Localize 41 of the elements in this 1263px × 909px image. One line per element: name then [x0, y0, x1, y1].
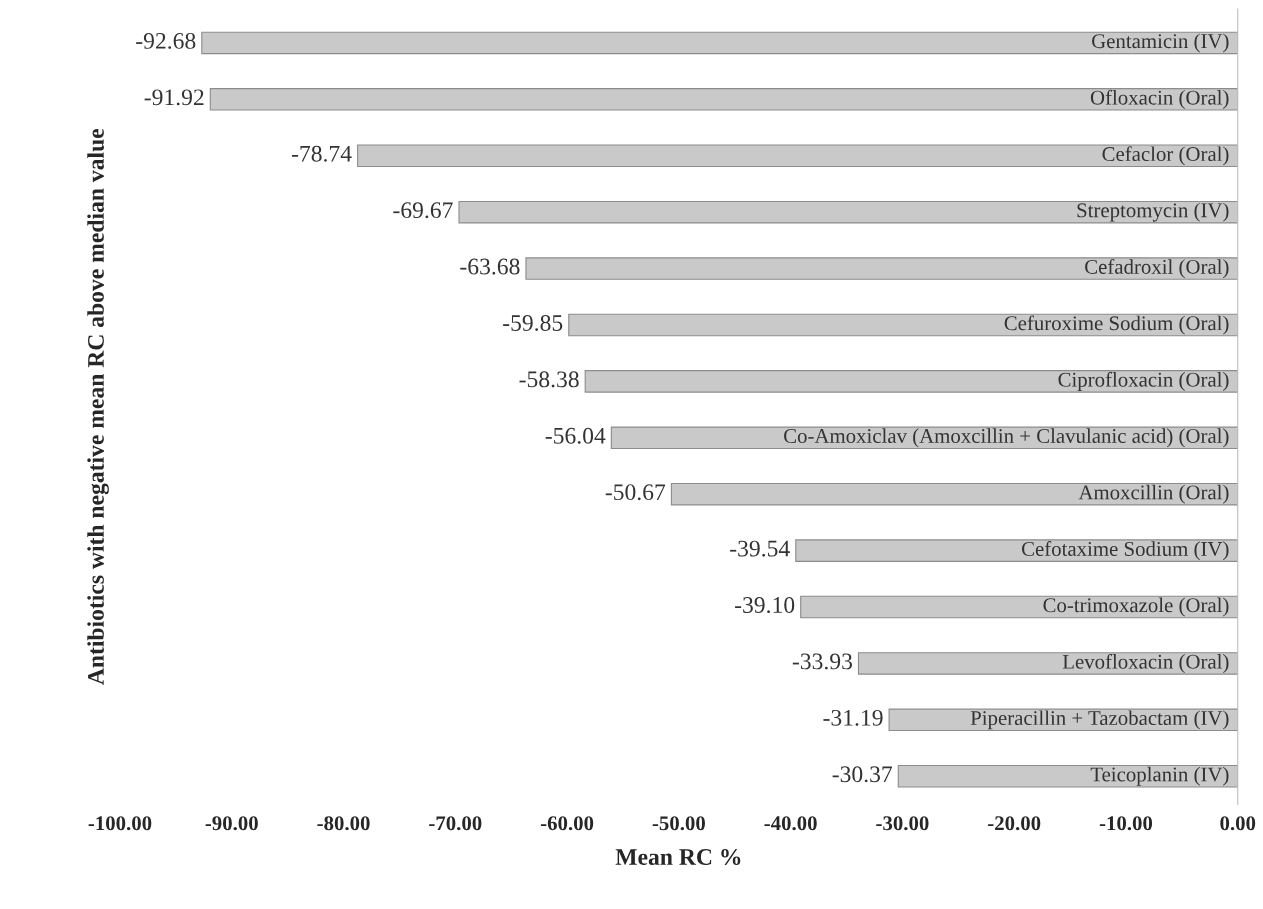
data-label: -78.74 — [291, 145, 352, 162]
y-tick-label: Amoxcillin (Oral) — [1078, 484, 1229, 504]
x-tick-label: -80.00 — [317, 816, 370, 831]
y-tick-label: Streptomycin (IV) — [1077, 202, 1229, 222]
data-label: -63.68 — [460, 258, 520, 275]
data-label: -31.19 — [823, 709, 883, 726]
data-label: -56.04 — [545, 427, 606, 444]
y-tick-label: Co-trimoxazole (Oral) — [1043, 597, 1229, 617]
x-tick-label: -10.00 — [1099, 816, 1153, 831]
x-tick-label: -40.00 — [764, 816, 817, 831]
y-tick-label: Cefadroxil (Oral) — [1085, 259, 1229, 279]
data-label: -30.37 — [832, 766, 893, 783]
x-tick-label: -70.00 — [429, 816, 482, 831]
y-tick-label: Ofloxacin (Oral) — [1090, 89, 1229, 109]
y-tick-label: Gentamicin (IV) — [1092, 33, 1229, 53]
x-tick-label: -50.00 — [652, 816, 705, 831]
y-tick-label: Teicoplanin (IV) — [1090, 766, 1229, 786]
y-tick-label: Cefaclor (Oral) — [1102, 146, 1229, 166]
data-label: -58.38 — [519, 371, 579, 388]
x-tick-label: -20.00 — [988, 816, 1041, 831]
y-axis-title: Antibiotics with negative mean RC above median value — [87, 128, 109, 685]
x-tick-label: -90.00 — [205, 816, 258, 831]
y-tick-label: Cefuroxime Sodium (Oral) — [1004, 315, 1229, 335]
data-label: -69.67 — [393, 202, 453, 219]
x-tick-label: -100.00 — [88, 816, 152, 831]
data-label: -50.67 — [605, 484, 666, 501]
x-tick-label: 0.00 — [1220, 816, 1256, 831]
data-label: -39.54 — [730, 540, 790, 557]
data-label: -92.68 — [136, 32, 196, 49]
y-tick-label: Piperacillin + Tazobactam (IV) — [970, 710, 1229, 730]
x-axis-title: Mean RC % — [615, 849, 741, 866]
data-label: -59.85 — [503, 314, 563, 331]
y-tick-label: Cefotaxime Sodium (IV) — [1021, 541, 1229, 561]
data-label: -33.93 — [792, 653, 853, 670]
y-tick-label: Co-Amoxiclav (Amoxcillin + Clavulanic acid) (Oral) — [784, 428, 1229, 448]
data-label: -39.10 — [735, 597, 795, 614]
x-tick-label: -60.00 — [540, 816, 594, 831]
y-tick-label: Ciprofloxacin (Oral) — [1058, 371, 1229, 391]
y-tick-label: Levofloxacin (Oral) — [1062, 653, 1229, 673]
x-tick-label: -30.00 — [876, 816, 929, 831]
data-label: -91.92 — [144, 89, 204, 106]
